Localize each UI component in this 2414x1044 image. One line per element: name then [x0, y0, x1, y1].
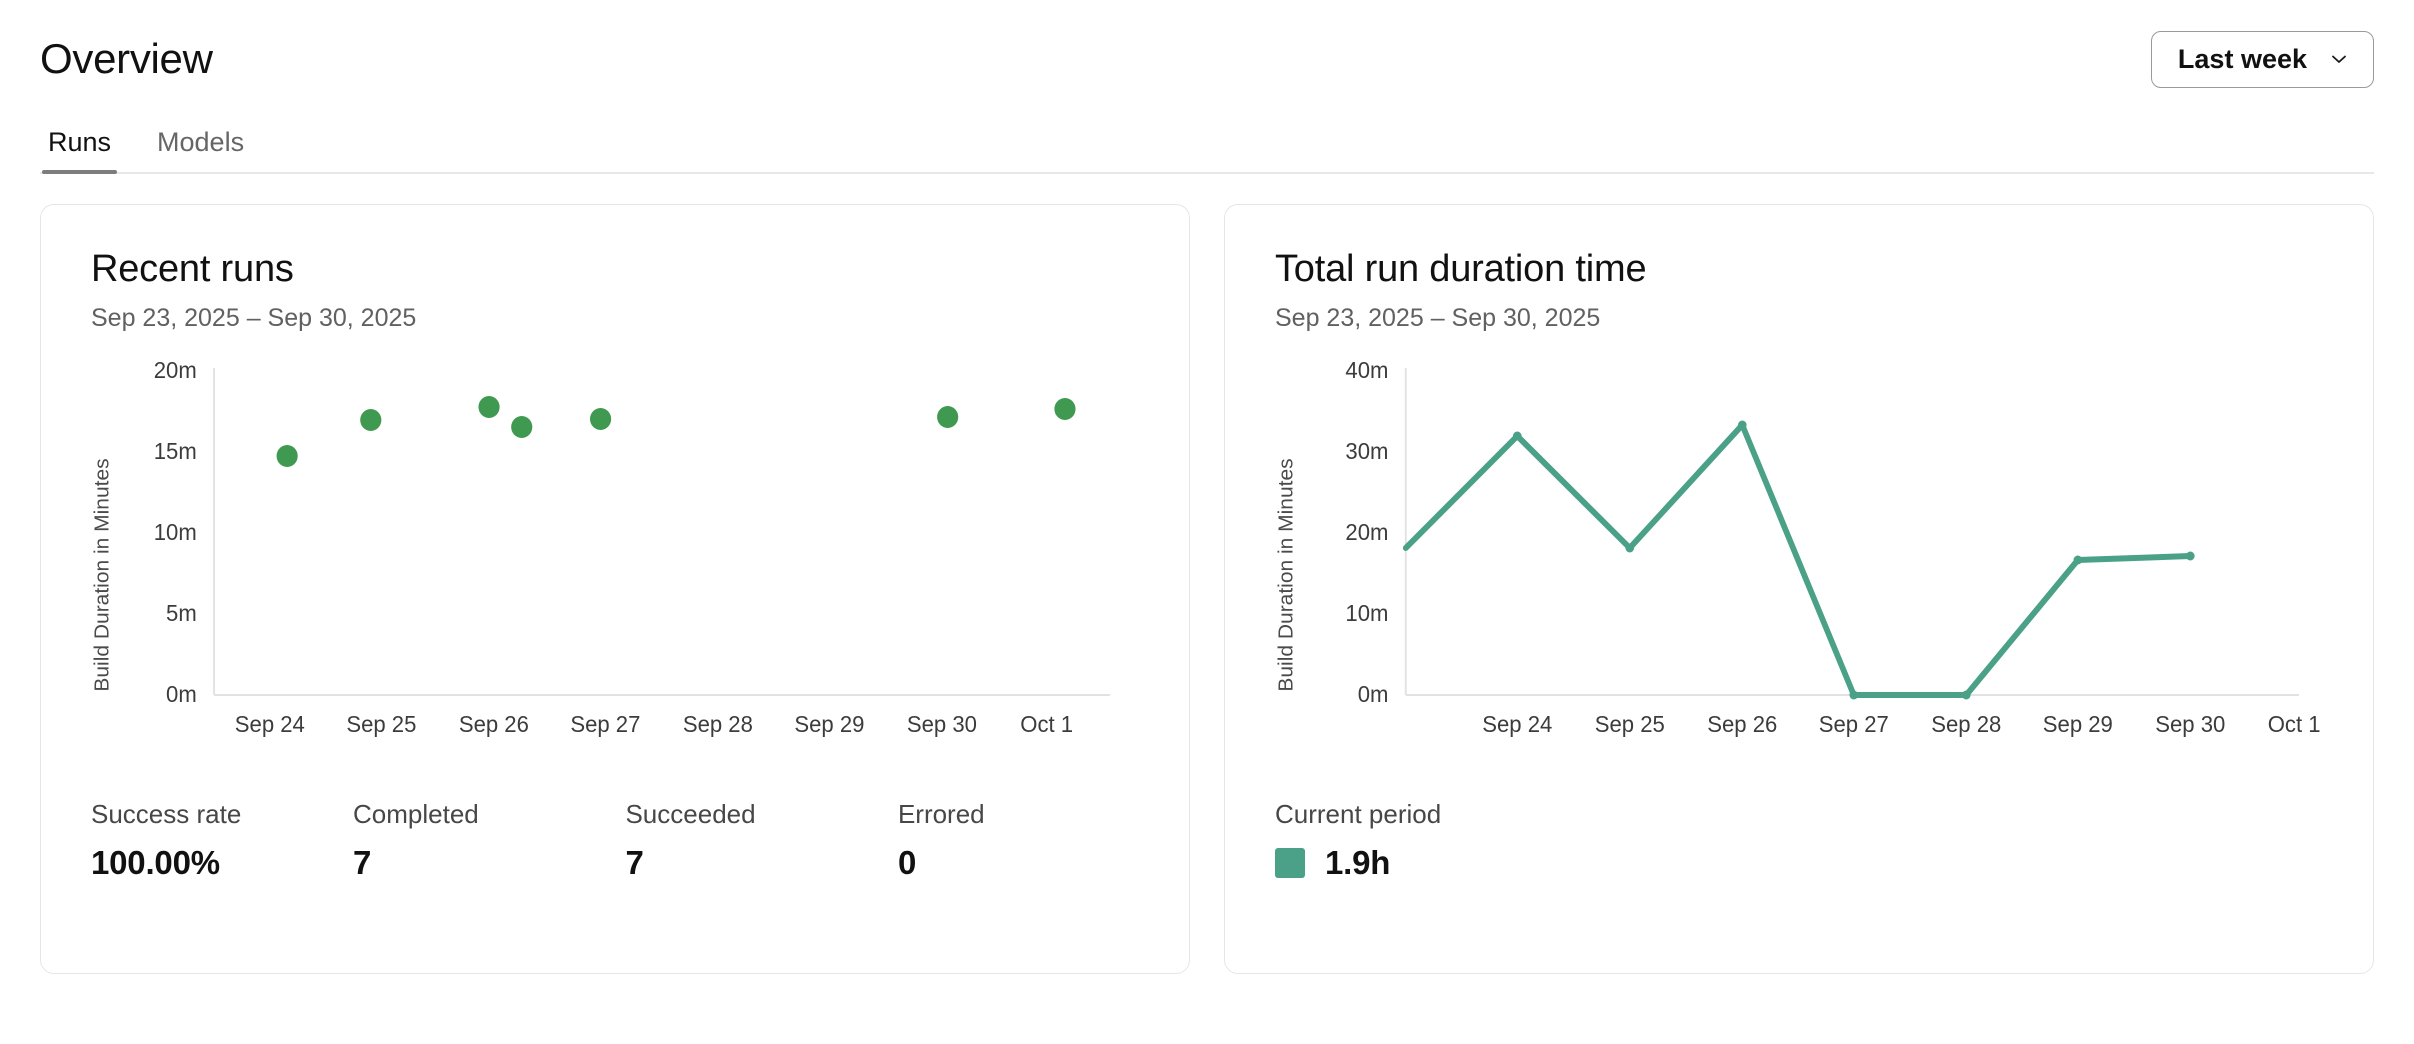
- scatter-point[interactable]: [511, 416, 533, 439]
- stat-succeeded-value: 7: [625, 843, 644, 881]
- total-run-duration-xtick-4: Sep 28: [1931, 712, 2001, 737]
- total-run-duration-ytick-20m: 20m: [1345, 520, 1388, 545]
- card-recent-runs-subtitle: Sep 23, 2025 – Sep 30, 2025: [91, 303, 417, 332]
- legend-current-period-label: Current period: [1275, 799, 1442, 830]
- recent-runs-ytick-0m: 0m: [166, 682, 197, 707]
- card-recent-runs-title: Recent runs: [91, 248, 294, 290]
- total-run-duration-xtick-6: Sep 30: [2155, 712, 2225, 737]
- cards-container: Recent runs Sep 23, 2025 – Sep 30, 2025 …: [40, 204, 2374, 974]
- total-run-duration-legend: Current period 1.9h: [1275, 800, 2323, 881]
- recent-runs-xtick-4: Sep 28: [683, 712, 753, 737]
- card-total-run-duration-subtitle: Sep 23, 2025 – Sep 30, 2025: [1275, 303, 1601, 332]
- tab-runs[interactable]: Runs: [42, 127, 118, 174]
- recent-runs-ytick-5m: 5m: [166, 601, 197, 626]
- total-run-duration-ytick-0m: 0m: [1358, 682, 1389, 707]
- legend-current-period-value: 1.9h: [1325, 843, 1391, 881]
- total-run-duration-xtick-3: Sep 27: [1819, 712, 1889, 737]
- recent-runs-chart-svg: Build Duration in Minutes 20m 15m 10m 5m…: [91, 360, 1111, 737]
- line-point[interactable]: [1625, 543, 1635, 553]
- stat-succeeded-label: Succeeded: [625, 799, 756, 830]
- recent-runs-ytick-20m: 20m: [154, 360, 197, 383]
- stat-completed: Completed 7: [353, 800, 625, 881]
- recent-runs-points: [276, 396, 1076, 468]
- legend-color-swatch: [1275, 848, 1305, 879]
- chevron-down-icon: [2329, 49, 2349, 69]
- scatter-point[interactable]: [360, 409, 382, 432]
- tab-models-label: Models: [157, 127, 245, 157]
- tab-bar: Runs Models: [40, 100, 2374, 174]
- stat-success-rate: Success rate 100.00%: [91, 800, 353, 881]
- tab-runs-label: Runs: [48, 127, 112, 157]
- recent-runs-xtick-6: Sep 30: [907, 712, 977, 737]
- total-run-duration-line[interactable]: [1402, 422, 2194, 699]
- stat-success-rate-value: 100.00%: [91, 843, 220, 881]
- scatter-point[interactable]: [1054, 398, 1076, 421]
- scatter-point[interactable]: [276, 445, 298, 468]
- stat-errored: Errored 0: [898, 800, 1139, 881]
- scatter-point[interactable]: [937, 406, 959, 429]
- recent-runs-xtick-0: Sep 24: [235, 712, 305, 737]
- total-run-duration-xtick-2: Sep 26: [1707, 712, 1777, 737]
- recent-runs-xtick-1: Sep 25: [346, 712, 416, 737]
- page-header: Overview Last week: [40, 0, 2374, 100]
- recent-runs-ytick-15m: 15m: [154, 439, 197, 464]
- card-recent-runs: Recent runs Sep 23, 2025 – Sep 30, 2025 …: [40, 204, 1190, 974]
- total-run-duration-ytick-30m: 30m: [1345, 439, 1388, 464]
- recent-runs-xtick-3: Sep 27: [570, 712, 640, 737]
- line-point[interactable]: [1512, 431, 1522, 441]
- total-run-duration-points: [1512, 420, 2195, 700]
- total-run-duration-chart-svg: Build Duration in Minutes 40m 30m 20m 10…: [1275, 360, 2321, 737]
- period-range-dropdown[interactable]: Last week: [2150, 30, 2374, 88]
- line-point[interactable]: [2073, 555, 2083, 565]
- total-run-duration-ytick-10m: 10m: [1345, 601, 1388, 626]
- recent-runs-stats: Success rate 100.00% Completed 7 Succeed…: [91, 800, 1139, 881]
- total-run-duration-xtick-7: Oct 1: [2268, 712, 2321, 737]
- total-run-duration-y-axis-title: Build Duration in Minutes: [1275, 459, 1297, 692]
- stat-completed-value: 7: [353, 843, 372, 881]
- scatter-point[interactable]: [478, 396, 500, 419]
- recent-runs-xtick-7: Oct 1: [1020, 712, 1073, 737]
- line-point[interactable]: [1849, 690, 1859, 700]
- scatter-point[interactable]: [590, 408, 612, 431]
- legend-current-period-row: 1.9h: [1275, 843, 2323, 881]
- line-point[interactable]: [1737, 420, 1747, 430]
- stat-errored-value: 0: [897, 843, 917, 881]
- recent-runs-xtick-5: Sep 29: [794, 712, 864, 737]
- recent-runs-chart: Build Duration in Minutes 20m 15m 10m 5m…: [91, 360, 1139, 760]
- total-run-duration-xtick-1: Sep 25: [1595, 712, 1665, 737]
- page-title: Overview: [40, 35, 213, 82]
- total-run-duration-ytick-40m: 40m: [1345, 360, 1388, 383]
- stat-succeeded: Succeeded 7: [625, 800, 897, 881]
- total-run-duration-chart: Build Duration in Minutes 40m 30m 20m 10…: [1275, 360, 2323, 760]
- stat-completed-label: Completed: [353, 799, 479, 830]
- card-total-run-duration: Total run duration time Sep 23, 2025 – S…: [1224, 204, 2374, 974]
- recent-runs-ytick-10m: 10m: [154, 520, 197, 545]
- recent-runs-y-axis-title: Build Duration in Minutes: [91, 459, 113, 692]
- tab-models[interactable]: Models: [151, 129, 250, 172]
- total-run-duration-xtick-0: Sep 24: [1482, 712, 1552, 737]
- stat-success-rate-label: Success rate: [91, 799, 242, 830]
- line-point[interactable]: [2185, 551, 2195, 561]
- period-range-label: Last week: [2177, 43, 2307, 74]
- total-run-duration-xtick-5: Sep 29: [2043, 712, 2113, 737]
- line-point[interactable]: [1961, 690, 1971, 700]
- card-total-run-duration-title: Total run duration time: [1275, 248, 1647, 290]
- recent-runs-xtick-2: Sep 26: [459, 712, 529, 737]
- stat-errored-label: Errored: [897, 799, 985, 830]
